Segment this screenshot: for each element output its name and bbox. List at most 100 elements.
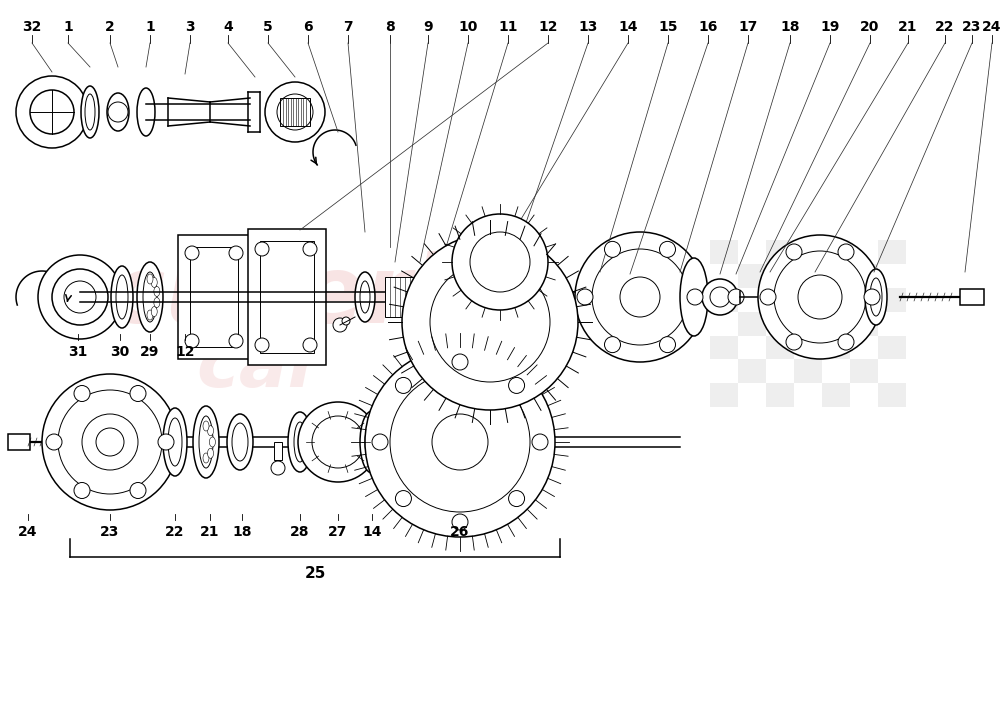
Bar	[822, 288, 850, 312]
Circle shape	[365, 347, 555, 537]
Circle shape	[64, 281, 96, 313]
Circle shape	[265, 82, 325, 142]
Text: 22: 22	[165, 525, 185, 539]
Text: 26: 26	[450, 525, 470, 539]
Ellipse shape	[865, 269, 887, 325]
Ellipse shape	[163, 408, 187, 476]
Circle shape	[838, 334, 854, 350]
Bar	[850, 312, 878, 336]
Circle shape	[592, 249, 688, 345]
Ellipse shape	[154, 297, 160, 308]
Bar	[8, 434, 30, 450]
Circle shape	[452, 354, 468, 370]
Circle shape	[42, 374, 178, 510]
Circle shape	[774, 251, 866, 343]
Circle shape	[271, 461, 285, 475]
Bar	[710, 241, 738, 264]
Circle shape	[702, 279, 738, 315]
Text: 25: 25	[304, 566, 326, 580]
Bar	[738, 312, 766, 336]
Circle shape	[864, 289, 880, 305]
Bar	[766, 288, 794, 312]
Circle shape	[74, 483, 90, 499]
Circle shape	[229, 334, 243, 348]
Bar	[878, 383, 906, 407]
Text: 21: 21	[200, 525, 220, 539]
Text: 20: 20	[860, 20, 880, 34]
Circle shape	[687, 289, 703, 305]
Ellipse shape	[227, 414, 253, 470]
Circle shape	[509, 491, 525, 507]
Circle shape	[710, 287, 730, 307]
Ellipse shape	[294, 422, 306, 462]
Bar	[710, 383, 738, 407]
Circle shape	[74, 385, 90, 401]
Text: 24: 24	[982, 20, 1000, 34]
Ellipse shape	[591, 267, 609, 327]
Ellipse shape	[143, 272, 157, 322]
Text: 32: 32	[22, 20, 42, 34]
Text: 24: 24	[18, 525, 38, 539]
Circle shape	[372, 434, 388, 450]
Circle shape	[452, 514, 468, 530]
Circle shape	[96, 428, 124, 456]
Ellipse shape	[585, 254, 615, 340]
Circle shape	[575, 232, 705, 362]
Text: 23: 23	[962, 20, 982, 34]
Text: 22: 22	[935, 20, 955, 34]
Circle shape	[470, 232, 530, 292]
Bar	[738, 359, 766, 383]
Bar	[190, 247, 238, 347]
Text: 28: 28	[290, 525, 310, 539]
Bar	[878, 288, 906, 312]
Ellipse shape	[147, 274, 153, 284]
Ellipse shape	[111, 266, 133, 328]
Ellipse shape	[203, 453, 209, 463]
Text: 6: 6	[303, 20, 313, 34]
Circle shape	[255, 242, 269, 256]
Circle shape	[660, 337, 676, 353]
Text: 7: 7	[343, 20, 353, 34]
Text: 12: 12	[175, 345, 195, 359]
Text: 15: 15	[658, 20, 678, 34]
Circle shape	[229, 246, 243, 260]
Circle shape	[298, 402, 378, 482]
Text: 1: 1	[145, 20, 155, 34]
Ellipse shape	[154, 286, 160, 297]
Circle shape	[786, 244, 802, 260]
Ellipse shape	[85, 94, 95, 130]
Bar	[766, 241, 794, 264]
Circle shape	[130, 385, 146, 401]
Text: 18: 18	[780, 20, 800, 34]
Circle shape	[342, 317, 350, 325]
Text: 21: 21	[898, 20, 918, 34]
Bar	[822, 383, 850, 407]
Ellipse shape	[147, 310, 153, 320]
Ellipse shape	[870, 278, 882, 316]
Bar	[878, 241, 906, 264]
Bar	[738, 264, 766, 288]
Circle shape	[52, 269, 108, 325]
Text: 16: 16	[698, 20, 718, 34]
Circle shape	[432, 414, 488, 470]
Circle shape	[532, 434, 548, 450]
Ellipse shape	[365, 420, 379, 464]
Circle shape	[604, 337, 620, 353]
Text: 3: 3	[185, 20, 195, 34]
Circle shape	[509, 377, 525, 393]
Circle shape	[46, 434, 62, 450]
Circle shape	[660, 241, 676, 257]
Text: 19: 19	[820, 20, 840, 34]
Circle shape	[108, 102, 128, 122]
Bar	[960, 289, 984, 305]
Text: 30: 30	[110, 345, 130, 359]
Bar	[710, 288, 738, 312]
Text: 13: 13	[578, 20, 598, 34]
Bar	[280, 98, 310, 126]
Ellipse shape	[288, 412, 312, 472]
Text: 18: 18	[232, 525, 252, 539]
Text: 14: 14	[618, 20, 638, 34]
Circle shape	[185, 246, 199, 260]
Circle shape	[255, 338, 269, 352]
Circle shape	[728, 289, 744, 305]
